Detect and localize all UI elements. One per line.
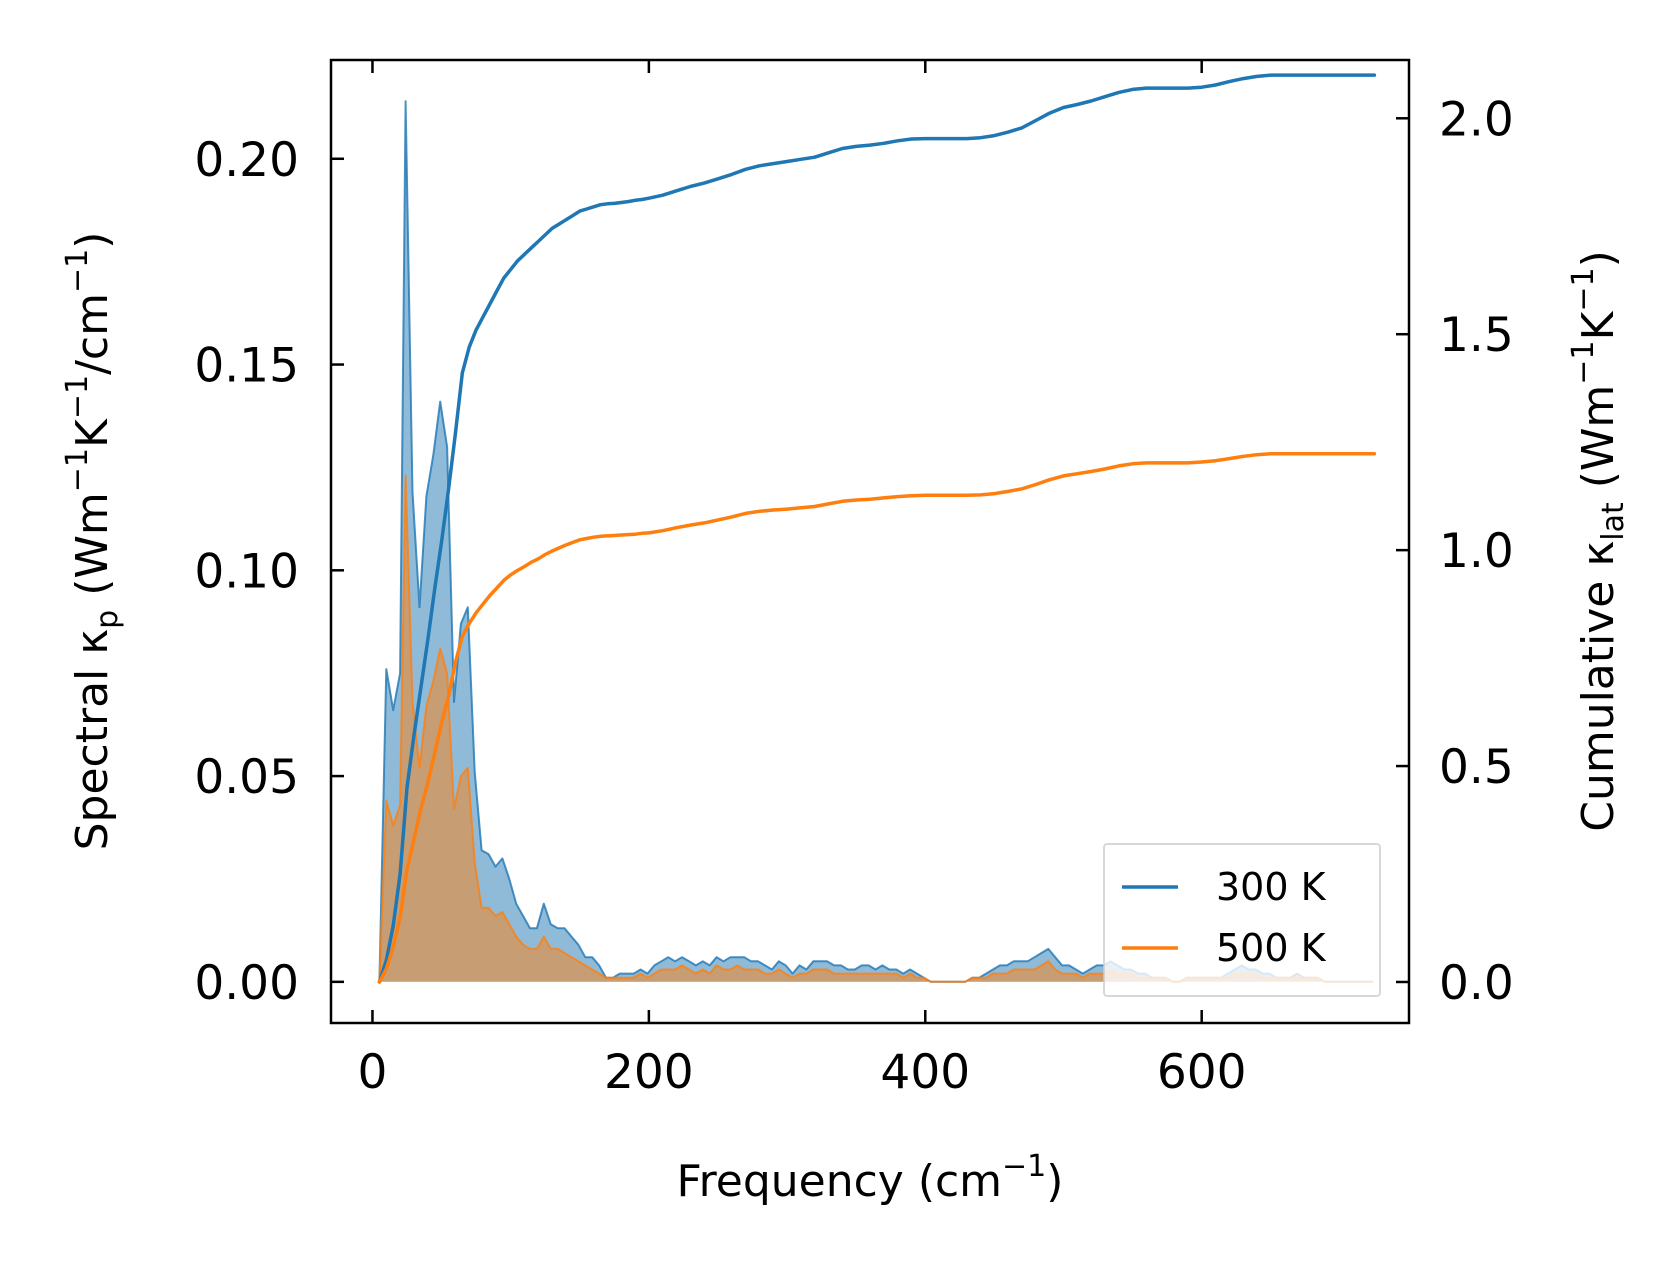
- y-axis-title-left: Spectral κp (Wm−1K−1/cm−1): [60, 232, 125, 851]
- x-tick-label: 0: [358, 1045, 388, 1100]
- y-tick-label-right: 0.0: [1439, 956, 1514, 1011]
- y-tick-label-right: 2.0: [1439, 92, 1514, 147]
- legend-box: [1103, 843, 1381, 997]
- spectral-area-500-k: [379, 475, 1374, 982]
- y-left-sub: p: [90, 610, 125, 629]
- cumulative-line-500-k: [377, 452, 1377, 984]
- y-axis-title-right: Cumulative κlat (Wm−1K−1): [1566, 250, 1631, 832]
- x-tick-label: 200: [604, 1045, 694, 1100]
- y-tick-label-right: 0.5: [1439, 740, 1514, 795]
- y-tick-label-left: 0.10: [194, 544, 299, 599]
- x-axis-title-sup: −1: [1002, 1149, 1046, 1184]
- y-tick-label-left: 0.15: [194, 339, 299, 394]
- y-tick-label-left: 0.00: [194, 956, 299, 1011]
- y-right-sub: lat: [1596, 502, 1631, 541]
- legend-label-300-k: 300 K: [1216, 865, 1327, 909]
- cumulative-line-300-k: [377, 73, 1377, 984]
- x-tick-label: 600: [1157, 1045, 1247, 1100]
- x-tick-label: 400: [880, 1045, 970, 1100]
- legend: 300 K 500 K: [1103, 843, 1381, 997]
- x-axis-title: Frequency (cm−1): [677, 1149, 1064, 1207]
- plot-frame: [329, 58, 1411, 1025]
- legend-label-500-k: 500 K: [1216, 926, 1327, 970]
- y-tick-label-right: 1.0: [1439, 524, 1514, 579]
- y-tick-label-right: 1.5: [1439, 308, 1514, 363]
- axes-ticks: 0 200 400 600 0.00 0.05 0.10 0.15 0.20 0.0 0.5 1.0 1…: [194, 60, 1514, 1100]
- y-tick-label-left: 0.20: [194, 133, 299, 188]
- y-tick-label-left: 0.05: [194, 750, 299, 805]
